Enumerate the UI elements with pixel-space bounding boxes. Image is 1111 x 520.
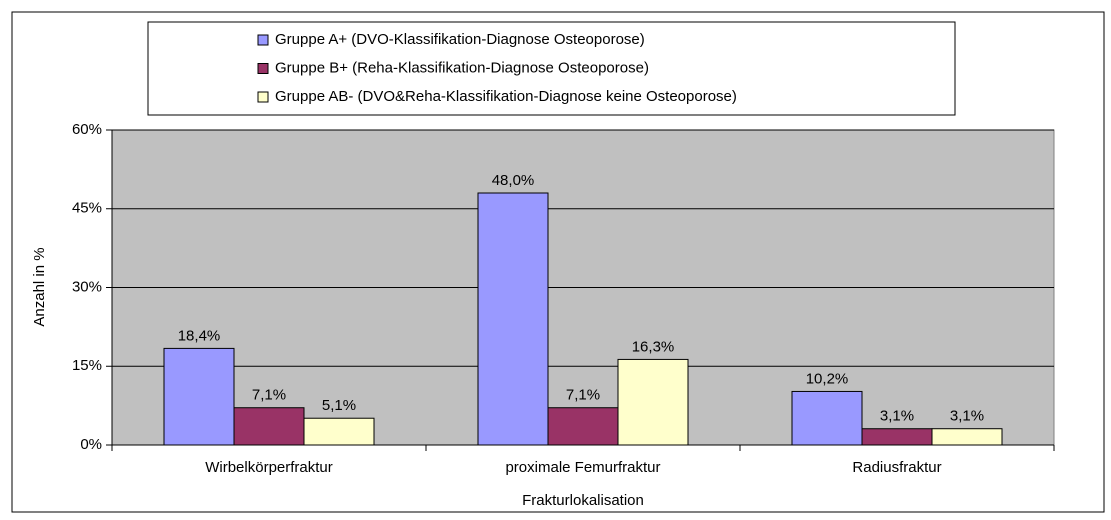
value-label: 48,0% [492, 172, 535, 189]
y-tick-label: 15% [72, 357, 102, 374]
bar [163, 347, 235, 446]
x-tick-label: proximale Femurfraktur [505, 459, 660, 476]
legend-label: Gruppe B+ (Reha-Klassifikation-Diagnose … [275, 59, 649, 76]
legend-swatch [257, 91, 269, 103]
y-tick-label: 45% [72, 200, 102, 217]
legend-box [147, 21, 956, 116]
bar [233, 407, 305, 446]
bar [477, 192, 549, 446]
bar [547, 407, 619, 446]
bar [861, 428, 933, 446]
legend-swatch [257, 34, 269, 46]
value-label: 18,4% [178, 327, 221, 344]
legend-label: Gruppe AB- (DVO&Reha-Klassifikation-Diag… [275, 88, 737, 105]
bar [931, 428, 1003, 446]
y-axis-label: Anzahl in % [31, 247, 48, 326]
value-label: 7,1% [252, 387, 286, 404]
y-tick-label: 0% [80, 436, 102, 453]
value-label: 5,1% [322, 397, 356, 414]
value-label: 3,1% [880, 408, 914, 425]
bar [617, 358, 689, 446]
legend-swatch [257, 63, 269, 74]
value-label: 7,1% [566, 387, 600, 404]
bar [791, 390, 863, 446]
x-tick-label: Radiusfraktur [852, 459, 941, 476]
bar [303, 417, 375, 446]
value-label: 10,2% [806, 370, 849, 387]
y-tick-label: 30% [72, 278, 102, 295]
value-label: 3,1% [950, 408, 984, 425]
legend-label: Gruppe A+ (DVO-Klassifikation-Diagnose O… [275, 31, 645, 48]
x-tick-label: Wirbelkörperfraktur [205, 459, 333, 476]
y-tick-label: 60% [72, 121, 102, 138]
value-label: 16,3% [632, 338, 675, 355]
x-axis-label: Frakturlokalisation [522, 492, 644, 509]
